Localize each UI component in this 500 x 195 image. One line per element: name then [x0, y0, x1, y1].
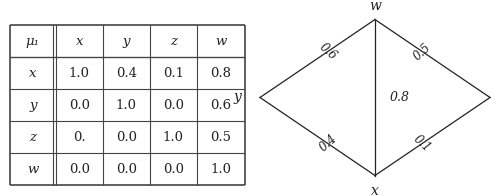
Text: 0.1: 0.1 [163, 67, 184, 80]
Text: z: z [30, 131, 36, 144]
Text: 0.0: 0.0 [116, 131, 137, 144]
Text: 0.5: 0.5 [410, 41, 434, 63]
Text: w: w [369, 0, 381, 13]
Text: w: w [27, 163, 38, 176]
Text: x: x [76, 35, 83, 48]
Text: 0.1: 0.1 [410, 132, 434, 154]
Text: y: y [29, 99, 36, 112]
Text: w: w [216, 35, 226, 48]
Text: 1.0: 1.0 [210, 163, 232, 176]
Text: x: x [371, 184, 379, 195]
Text: 0.8: 0.8 [390, 91, 410, 104]
Text: 0.8: 0.8 [210, 67, 232, 80]
Text: 0.5: 0.5 [210, 131, 232, 144]
Text: 1.0: 1.0 [116, 99, 137, 112]
Text: 0.4: 0.4 [116, 67, 137, 80]
Text: 0.0: 0.0 [69, 99, 90, 112]
Text: 0.6: 0.6 [316, 41, 340, 63]
Text: 0.0: 0.0 [69, 163, 90, 176]
Text: 1.0: 1.0 [69, 67, 90, 80]
Text: y: y [122, 35, 130, 48]
Text: y: y [234, 90, 241, 105]
Text: 0.: 0. [73, 131, 86, 144]
Text: μ₁: μ₁ [26, 35, 40, 48]
Text: 0.6: 0.6 [210, 99, 232, 112]
Text: 0.0: 0.0 [116, 163, 137, 176]
Text: x: x [29, 67, 36, 80]
Text: 1.0: 1.0 [163, 131, 184, 144]
Text: 0.0: 0.0 [163, 99, 184, 112]
Text: 0.4: 0.4 [316, 132, 340, 154]
Text: z: z [170, 35, 177, 48]
Text: 0.0: 0.0 [163, 163, 184, 176]
